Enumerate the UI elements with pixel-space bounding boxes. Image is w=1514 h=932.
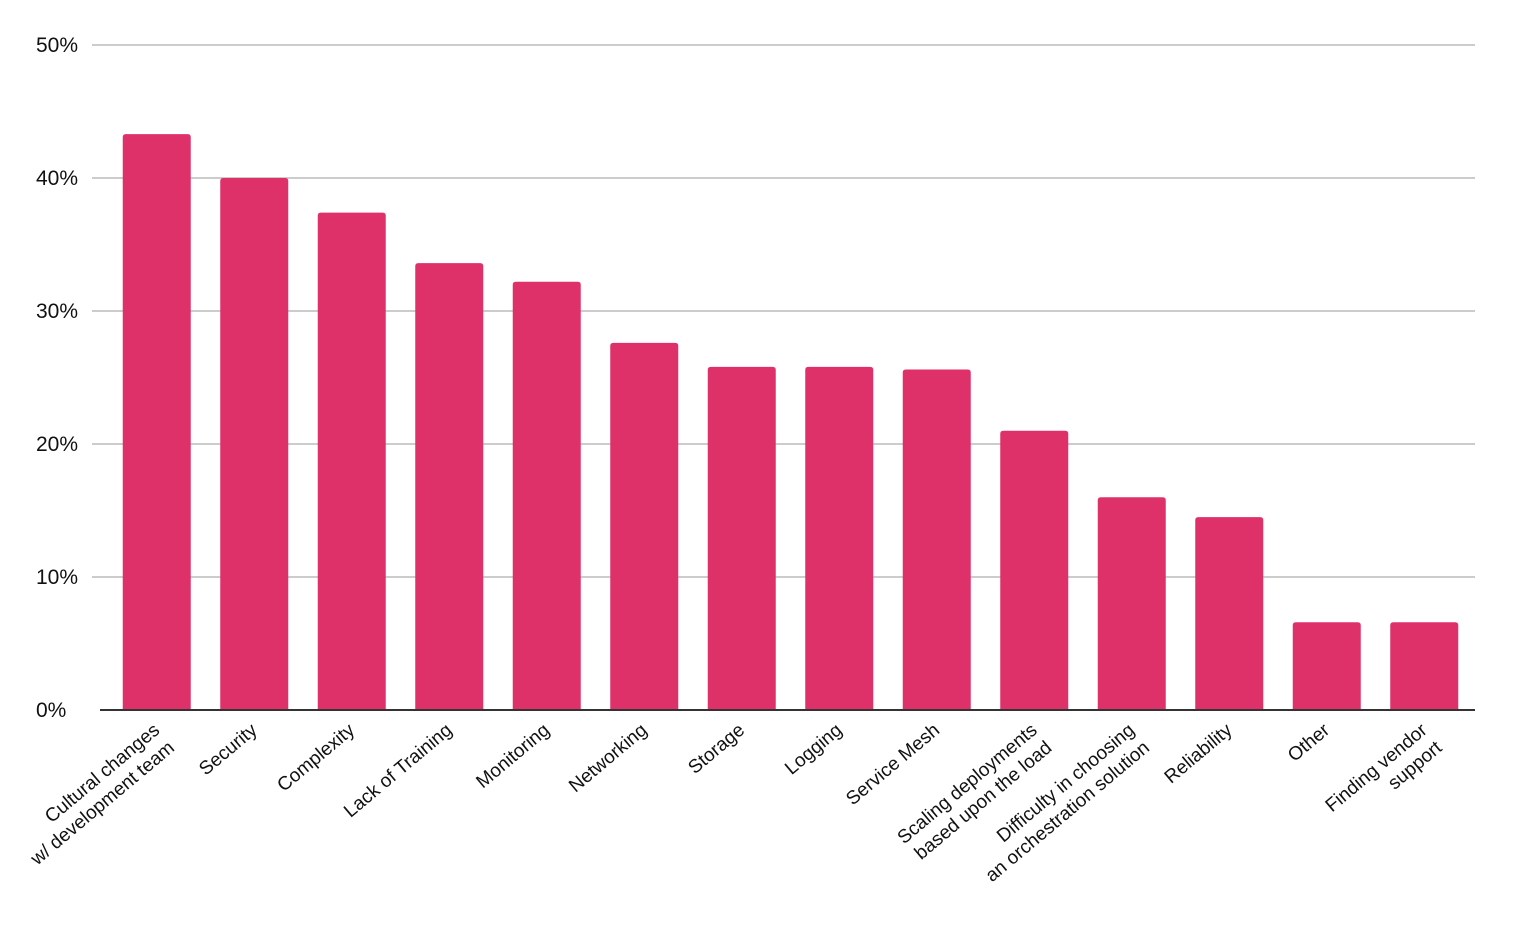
y-tick-label: 50% [36,34,78,57]
x-category-label-line: Service Mesh [842,720,944,810]
bar [1292,622,1361,710]
x-category-label-line: Networking [565,720,651,797]
x-axis-category-labels: Cultural changesw/ development team Secur… [11,719,1447,886]
gridlines [92,44,1475,578]
bar [512,281,581,710]
x-category-label: Service Mesh [842,720,944,810]
bar [1097,497,1166,710]
x-category-label-line: Logging [781,720,846,780]
x-category-label-line: Security [195,719,261,780]
bar [1000,430,1069,710]
x-category-label-line: Storage [684,720,748,779]
x-category-label-line: Monitoring [473,720,554,793]
x-category-label: Other [1284,719,1334,766]
y-tick-label: 20% [36,433,78,456]
x-category-label: Finding vendorsupport [1322,719,1447,834]
bar [610,342,679,710]
x-category-label-line: Other [1284,719,1334,766]
x-category-label: Complexity [273,719,359,796]
y-tick-label: 0% [36,699,66,722]
bar [1390,622,1459,710]
bar [415,263,484,710]
bar [220,178,289,710]
y-tick-label: 10% [36,566,78,589]
bar [707,366,776,710]
x-category-label: Cultural changesw/ development team [11,720,178,870]
bar [317,212,386,710]
bar [122,134,191,711]
bars [122,134,1459,711]
x-category-label-line: Complexity [273,719,359,796]
x-category-label: Reliability [1161,719,1237,788]
bar [1195,517,1264,710]
x-category-label-line: Reliability [1161,719,1237,788]
x-category-label: Monitoring [473,720,554,793]
x-category-label: Storage [684,720,748,779]
y-tick-label: 40% [36,167,78,190]
bar [902,369,971,710]
x-category-label: Logging [781,720,846,780]
y-axis-tick-labels: 0% 10% 20% 30% 40% 50% [36,34,78,722]
x-category-label: Security [195,719,261,780]
y-tick-label: 30% [36,300,78,323]
x-category-label: Networking [565,720,651,797]
bar [805,366,874,710]
